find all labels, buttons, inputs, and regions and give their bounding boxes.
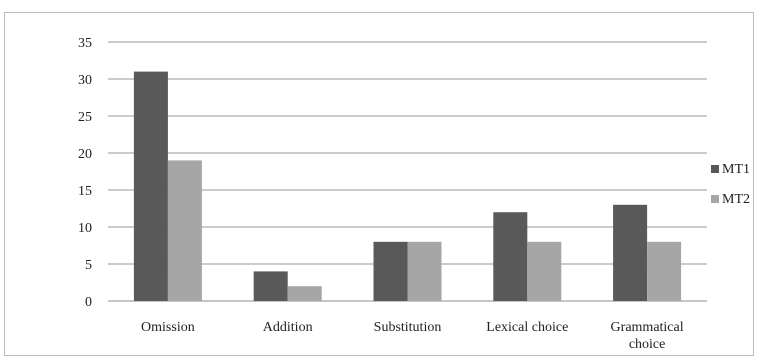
x-tick-label: choice bbox=[629, 337, 666, 352]
bar-mt1-0 bbox=[133, 71, 168, 301]
x-tick-label: Grammatical bbox=[611, 320, 684, 335]
legend-label-mt2: MT2 bbox=[722, 192, 750, 207]
x-tick-label: Addition bbox=[263, 320, 313, 335]
legend-label-mt1: MT1 bbox=[722, 162, 750, 177]
y-tick-label: 20 bbox=[78, 147, 92, 162]
legend-swatch-mt1 bbox=[711, 165, 719, 173]
bar-mt2-2 bbox=[407, 241, 442, 301]
y-tick-label: 10 bbox=[78, 221, 92, 236]
legend-swatch-mt2 bbox=[711, 195, 719, 203]
y-tick-label: 30 bbox=[78, 73, 92, 88]
y-tick-label: 35 bbox=[78, 36, 92, 51]
x-tick-label: Lexical choice bbox=[486, 320, 568, 335]
bar-mt2-3 bbox=[527, 241, 562, 301]
bar-mt1-2 bbox=[373, 241, 408, 301]
bar-mt2-4 bbox=[647, 241, 682, 301]
x-tick-label: Substitution bbox=[374, 320, 442, 335]
y-tick-label: 15 bbox=[78, 184, 92, 199]
x-tick-label: Omission bbox=[141, 320, 195, 335]
y-tick-label: 0 bbox=[85, 295, 92, 310]
bar-mt1-3 bbox=[493, 212, 528, 301]
bar-mt2-0 bbox=[167, 160, 202, 301]
bar-mt2-1 bbox=[287, 286, 322, 301]
bar-mt1-1 bbox=[253, 271, 288, 301]
y-tick-label: 5 bbox=[85, 258, 92, 273]
y-tick-label: 25 bbox=[78, 110, 92, 125]
bar-mt1-4 bbox=[613, 204, 648, 301]
